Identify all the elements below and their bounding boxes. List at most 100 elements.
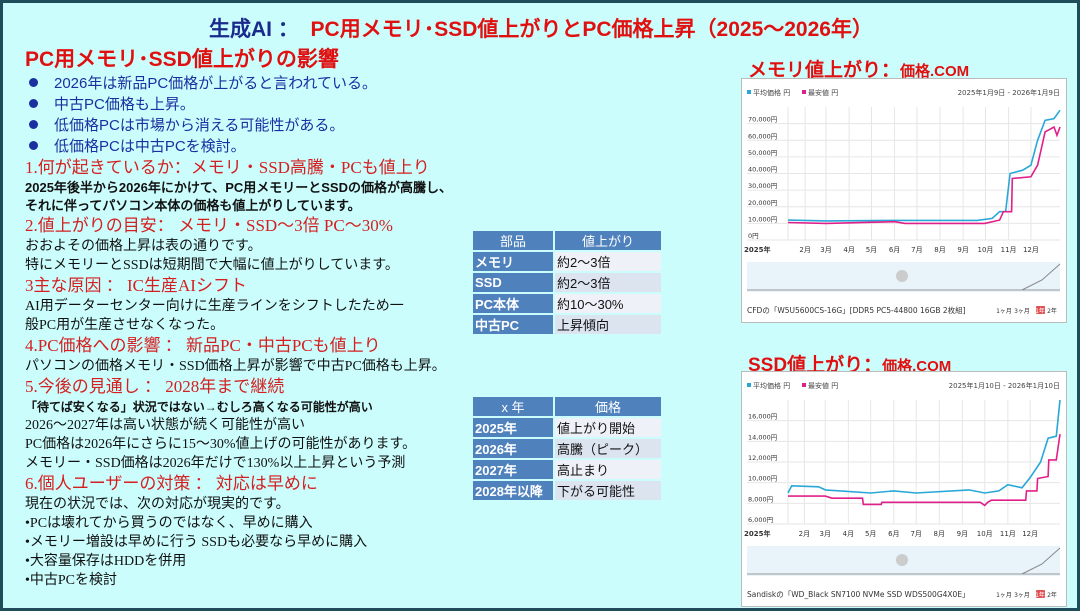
navigator-trend [1021, 263, 1061, 291]
row-value: 約10～30% [555, 294, 661, 313]
bullet-icon [29, 99, 38, 108]
product-caption: Sandiskの「WD_Black SN7100 NVMe SSD WDS500… [747, 590, 970, 599]
period-button[interactable]: 1年 [1035, 307, 1045, 315]
x-tick-label: 7月 [911, 246, 922, 254]
x-tick-label: 8月 [934, 530, 945, 538]
period-selected-bg [1036, 306, 1045, 314]
column-header: 部品 [473, 231, 553, 250]
y-tick-label: 20,000円 [748, 199, 777, 207]
section-text: 2025年後半から2026年にかけて、PC用メモリーとSSDの価格が高騰し、 [25, 180, 452, 195]
date-range: 2025年1月9日 - 2026年1月9日 [958, 88, 1060, 97]
x-tick-label: 9月 [957, 246, 968, 254]
row-label: 2026年 [473, 439, 553, 458]
table-row: PC本体 約10～30% [473, 294, 661, 313]
x-tick-label: 2025年 [744, 529, 770, 538]
y-tick-label: 40,000円 [748, 166, 777, 174]
x-tick-label: 4月 [843, 246, 854, 254]
row-label: 中古PC [473, 315, 553, 334]
table-row: 2025年 値上がり開始 [473, 418, 661, 437]
section-text: 特にメモリーとSSDは短期間で大幅に値上がりしています。 [25, 258, 399, 273]
memory-price-chart: 平均価格 円 最安値 円 2025年1月9日 - 2026年1月9日 2025年 2月 3… [741, 78, 1067, 323]
x-tick-label: 3月 [820, 246, 831, 254]
x-tick-label: 10月 [977, 530, 993, 538]
series-line-min [787, 125, 1061, 225]
section-text: •大容量保存はHDDを併用 [25, 554, 187, 569]
x-tick-label: 12月 [1022, 530, 1038, 538]
forecast-table: x 年価格 2025年 値上がり開始 2026年 高騰（ピーク） 2027年 高止まり 202… [471, 395, 663, 502]
row-value: 約2～3倍 [555, 273, 661, 292]
section-text: パソコンの価格メモリ・SSD価格上昇が影響で中古PC価格も上昇。 [25, 359, 446, 374]
bullet-icon [29, 141, 38, 150]
section-text: •メモリー増設は早めに行う SSDも必要なら早めに購入 [25, 535, 368, 550]
section-text: おおよその価格上昇は表の通りです。 [25, 239, 262, 254]
legend-min-label: 最安値 円 [808, 381, 838, 390]
section-text: PC価格は2026年にさらに15～30%値上げの可能性があります。 [25, 437, 417, 452]
row-value: 高止まり [555, 460, 661, 479]
navigator-trend [1021, 547, 1061, 575]
section-text: メモリー・SSD価格は2026年だけで130%以上上昇という予測 [25, 456, 406, 471]
bullet-item: 2026年は新品PC価格が上がると言われている。 [25, 73, 725, 94]
bullet-icon [29, 78, 38, 87]
period-button[interactable]: 3ヶ月 [1014, 592, 1030, 599]
slide-title: 生成AI ： PC用メモリ･SSD値上がりとPC価格上昇（2025～2026年） [209, 18, 873, 41]
bullet-icon [29, 120, 38, 129]
x-tick-label: 12月 [1023, 246, 1039, 254]
legend-min-label: 最安値 円 [808, 88, 838, 97]
legend-min-swatch [802, 383, 806, 387]
column-header: 値上がり [555, 231, 661, 250]
bullet-item: 中古PC価格も上昇。 [25, 94, 725, 115]
section-text: AI用データーセンター向けに生産ラインをシフトしたため一 [25, 299, 404, 314]
table-row: 2027年 高止まり [473, 460, 661, 479]
date-range: 2025年1月10日 - 2026年1月10日 [949, 381, 1060, 390]
row-label: SSD [473, 273, 553, 292]
x-tick-label: 10月 [978, 246, 994, 254]
section-title: 5.今後の見通し ： 2028年まで継続 [25, 377, 285, 396]
x-tick-label: 5月 [865, 530, 876, 538]
section-title: 1.何が起きているか：メモリ・SSD高騰・PCも値上り [25, 158, 430, 177]
series-line-avg [787, 399, 1061, 494]
legend-avg-swatch [747, 383, 751, 387]
series-line-min [788, 433, 1061, 507]
ssd-chart-title: SSD値上がり：価格.COM [748, 355, 952, 376]
bullet-item: 低価格PCは中古PCを検討。 [25, 136, 725, 157]
left-column: PC用メモリ･SSD値上がりの影響 2026年は新品PC価格が上がると言われてい… [25, 47, 725, 590]
y-tick-label: 10,000円 [748, 215, 777, 223]
period-button[interactable]: 3ヶ月 [1014, 308, 1030, 315]
column-header: 価格 [555, 397, 661, 416]
section-text: 2026～2027年は高い状態が続く可能性が高い [25, 418, 305, 433]
period-button[interactable]: 1ヶ月 [996, 592, 1012, 599]
section-text: 般PC用が生産させなくなった。 [25, 318, 225, 333]
period-button[interactable]: 1ヶ月 [996, 308, 1012, 315]
x-tick-label: 11月 [1001, 246, 1017, 254]
section-title: 2.値上がりの目安： メモリ・SSD～3倍 PC～30% [25, 216, 393, 235]
row-label: 2025年 [473, 418, 553, 437]
row-value: 値上がり開始 [555, 418, 661, 437]
y-tick-label: 16,000円 [748, 413, 777, 421]
row-label: 2028年以降 [473, 481, 553, 500]
series-line-avg [787, 109, 1061, 222]
period-button[interactable]: 1年 [1035, 591, 1045, 599]
section-title: 6.個人ユーザーの対策 ： 対応は早めに [25, 474, 318, 493]
x-tick-label: 2025年 [744, 245, 770, 254]
y-tick-label: 10,000円 [748, 475, 777, 483]
period-button[interactable]: 2年 [1047, 307, 1057, 315]
x-tick-label: 3月 [820, 530, 831, 538]
legend-avg-label: 平均価格 円 [753, 381, 790, 390]
row-value: 上昇傾向 [555, 315, 661, 334]
row-label: PC本体 [473, 294, 553, 313]
table-header: x 年価格 [473, 397, 661, 416]
x-tick-label: 9月 [957, 530, 968, 538]
y-tick-label: 50,000円 [748, 149, 777, 157]
table-row: SSD 約2～3倍 [473, 273, 661, 292]
bullet-item: 低価格PCは市場から消える可能性がある。 [25, 115, 725, 136]
period-button[interactable]: 2年 [1047, 591, 1057, 599]
x-tick-label: 2月 [799, 530, 810, 538]
x-tick-label: 2月 [799, 246, 810, 254]
column-header: x 年 [473, 397, 553, 416]
row-label: メモリ [473, 252, 553, 271]
x-tick-label: 4月 [843, 530, 854, 538]
y-tick-label: 6,000円 [748, 516, 773, 524]
row-label: 2027年 [473, 460, 553, 479]
y-tick-label: 12,000円 [748, 454, 777, 462]
